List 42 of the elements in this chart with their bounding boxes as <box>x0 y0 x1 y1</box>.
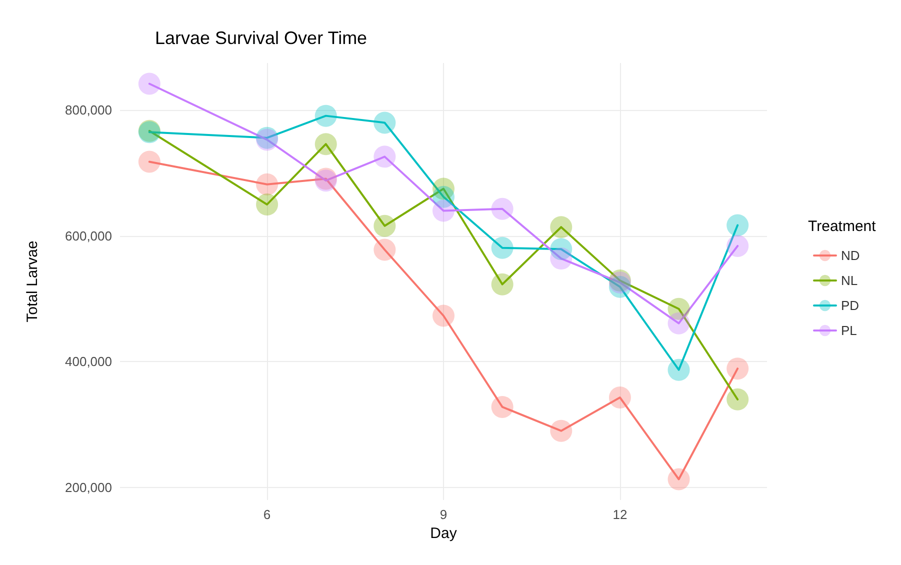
chart-title: Larvae Survival Over Time <box>155 28 368 48</box>
legend-label: PL <box>841 323 857 338</box>
point <box>256 193 278 216</box>
y-tick-label: 800,000 <box>65 102 112 118</box>
point <box>726 234 749 257</box>
x-tick-label: 9 <box>440 507 448 522</box>
point <box>256 173 278 196</box>
point <box>668 468 690 490</box>
x-tick-label: 6 <box>263 507 271 522</box>
point <box>550 248 572 270</box>
point <box>491 198 514 220</box>
legend-label: ND <box>841 248 860 263</box>
legend-label: NL <box>841 273 858 288</box>
point <box>374 112 396 134</box>
point <box>491 396 514 418</box>
point <box>550 420 572 442</box>
point <box>138 150 160 173</box>
point <box>374 238 396 261</box>
point <box>314 104 337 127</box>
point <box>550 216 572 238</box>
point <box>432 200 454 222</box>
x-axis-title: Day <box>430 525 458 542</box>
point <box>314 133 337 156</box>
point <box>374 146 396 168</box>
x-tick-label: 12 <box>612 507 628 522</box>
point <box>491 273 514 296</box>
legend-label: PD <box>841 298 860 313</box>
legend-title: Treatment <box>808 218 877 235</box>
point <box>668 312 690 334</box>
y-tick-label: 400,000 <box>65 354 112 370</box>
point <box>138 72 160 95</box>
point <box>726 214 749 236</box>
point <box>491 236 514 259</box>
point <box>608 386 631 409</box>
point <box>726 388 749 410</box>
point <box>374 214 396 237</box>
point <box>432 304 454 327</box>
y-tick-label: 600,000 <box>65 228 112 244</box>
y-axis-title: Total Larvae <box>24 240 41 322</box>
point <box>726 358 749 380</box>
point <box>668 358 690 381</box>
y-tick-label: 200,000 <box>65 480 112 495</box>
